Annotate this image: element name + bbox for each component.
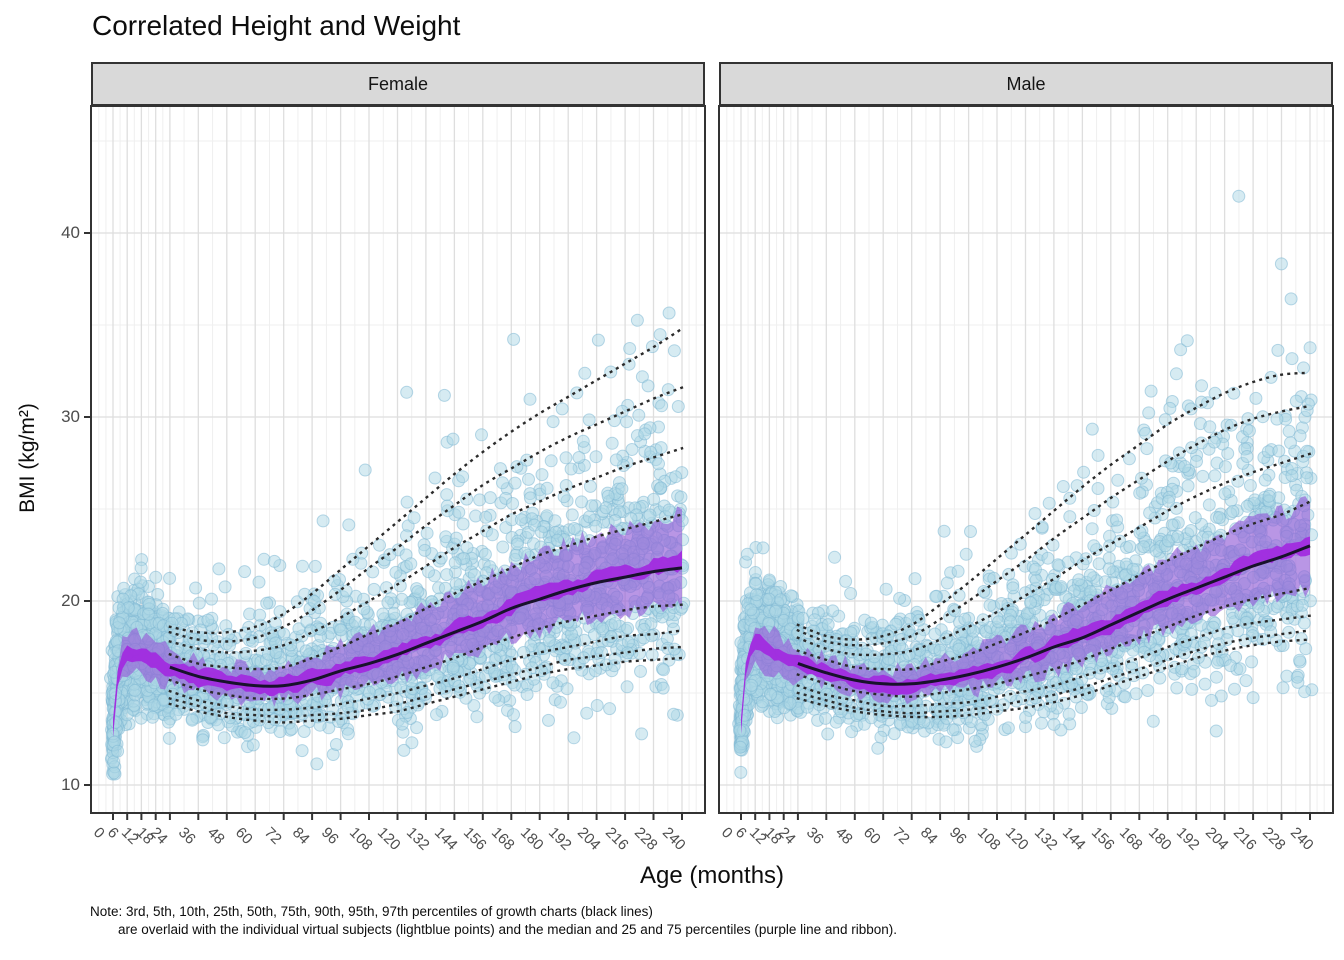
x-axis-title: Age (months) — [639, 862, 785, 889]
facet-strip-female-label: Female — [367, 73, 429, 94]
growth-percentile-dotted-curves — [168, 327, 684, 724]
footnote-line-1: Note: 3rd, 5th, 10th, 25th, 50th, 75th, … — [90, 904, 653, 919]
y-tick-label: 20 — [61, 591, 80, 610]
footnote: Note: 3rd, 5th, 10th, 25th, 50th, 75th, … — [90, 903, 897, 939]
facet-strip-male-label: Male — [1006, 73, 1046, 94]
subject-iqr-ribbon — [741, 496, 1310, 727]
panel-male — [718, 105, 1334, 820]
facet-strip-female: Female — [91, 62, 705, 106]
subject-median-line — [113, 550, 682, 737]
y-tick-marks — [84, 232, 91, 786]
y-tick-label: 40 — [61, 223, 80, 242]
growth-percentile-50th-curve — [169, 566, 683, 688]
y-tick-label: 10 — [61, 775, 80, 794]
panel-female — [90, 105, 706, 820]
y-axis-title: BMI (kg/m²) — [16, 403, 39, 513]
x-tick-marks — [112, 813, 683, 820]
growth-percentile-dotted-curves — [796, 371, 1312, 719]
chart-title: Correlated Height and Weight — [92, 10, 461, 41]
x-tick-marks — [740, 813, 1311, 820]
growth-percentile-50th-curve — [797, 544, 1311, 686]
y-tick-label: 30 — [61, 407, 80, 426]
footnote-line-2: are overlaid with the individual virtual… — [118, 922, 897, 938]
